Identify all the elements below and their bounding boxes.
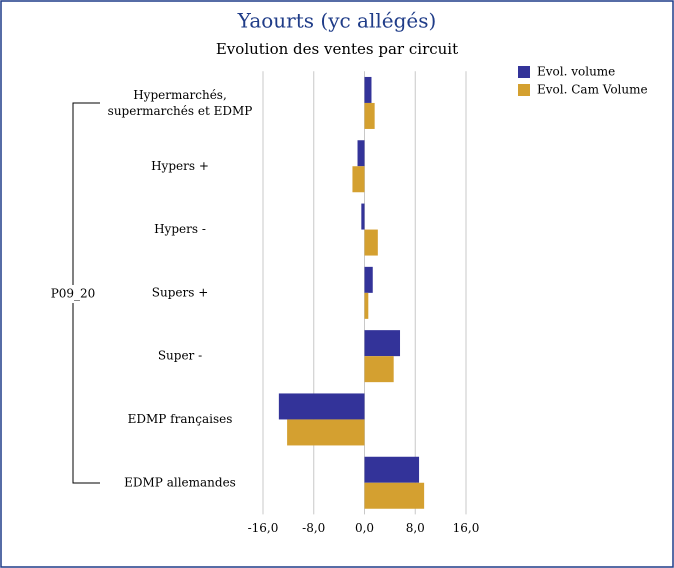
x-tick-label: 8,0 — [406, 521, 425, 535]
bar — [364, 456, 420, 483]
x-tick-label: 16,0 — [453, 521, 480, 535]
y-tick-label: EDMP françaises — [128, 412, 233, 426]
legend-swatch — [518, 84, 530, 96]
bar — [364, 102, 375, 129]
bar — [364, 356, 394, 383]
x-tick-label: 0,0 — [355, 521, 374, 535]
y-tick-label: EDMP allemandes — [124, 475, 236, 489]
bar — [278, 393, 365, 420]
y-tick-label: Supers + — [152, 285, 209, 299]
legend-label: Evol. volume — [537, 65, 615, 79]
legend-swatch — [518, 66, 530, 78]
y-tick-label: Super - — [158, 349, 202, 363]
y-tick-label: Hypers - — [154, 222, 206, 236]
bar — [364, 266, 373, 293]
bar — [364, 292, 369, 319]
legend-label: Evol. Cam Volume — [537, 83, 648, 97]
bar — [364, 330, 401, 357]
bar — [352, 166, 365, 193]
x-tick-label: -8,0 — [302, 521, 325, 535]
chart-title: Yaourts (yc allégés) — [237, 9, 437, 33]
chart-subtitle: Evolution des ventes par circuit — [216, 40, 458, 58]
bar — [364, 229, 378, 256]
group-label-bg — [44, 285, 102, 303]
x-tick-label: -16,0 — [248, 521, 279, 535]
y-tick-label: Hypermarchés, supermarchés et EDMP — [108, 87, 253, 117]
y-tick-label: Hypers + — [151, 159, 209, 173]
bar — [364, 76, 372, 103]
bar — [287, 419, 365, 446]
group-label: P09_20 — [51, 287, 96, 301]
bar — [361, 203, 365, 230]
bar — [364, 482, 425, 509]
bar — [357, 140, 365, 167]
